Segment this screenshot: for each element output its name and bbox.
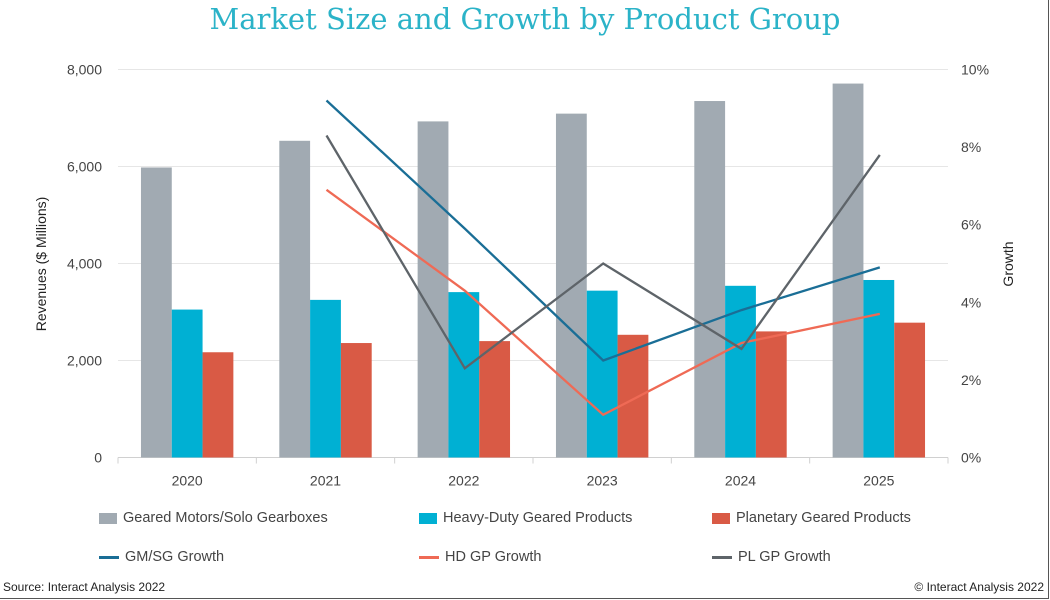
copyright-note: © Interact Analysis 2022 — [914, 580, 1044, 594]
y2-tick-label: 10% — [961, 62, 989, 78]
y2-tick-label: 2% — [961, 372, 981, 388]
y-tick-label: 4,000 — [67, 256, 102, 272]
legend-label: PL GP Growth — [738, 549, 831, 565]
x-tick-label: 2020 — [172, 473, 203, 489]
legend-item: Planetary Geared Products — [712, 510, 911, 526]
legend-label: Heavy-Duty Geared Products — [443, 510, 633, 526]
legend-item: HD GP Growth — [419, 549, 541, 565]
x-tick-label: 2023 — [587, 473, 618, 489]
bar-geared-motors-solo-gearboxes-2024 — [694, 101, 726, 458]
y2-tick-label: 4% — [961, 294, 981, 310]
legend-swatch — [712, 512, 730, 524]
x-tick-label: 2025 — [863, 473, 894, 489]
legend-swatch — [419, 512, 437, 524]
source-note: Source: Interact Analysis 2022 — [3, 580, 166, 594]
y2-tick-label: 0% — [961, 450, 981, 466]
y2-tick-label: 6% — [961, 217, 981, 233]
legend-swatch — [99, 555, 119, 559]
y-tick-label: 6,000 — [67, 159, 102, 175]
legend-item: GM/SG Growth — [99, 549, 224, 565]
bar-planetary-geared-products-2021 — [340, 343, 372, 458]
y-tick-label: 8,000 — [67, 62, 102, 78]
bar-heavy-duty-geared-products-2022 — [448, 292, 480, 458]
line-pl-gp-growth — [325, 134, 881, 370]
bar-heavy-duty-geared-products-2025 — [863, 279, 895, 458]
legend-swatch — [99, 512, 117, 524]
legend-label: Geared Motors/Solo Gearboxes — [123, 510, 328, 526]
line-gm-sg-growth — [325, 99, 881, 362]
x-tick-label: 2024 — [725, 473, 756, 489]
y2-axis-label: Growth — [1000, 241, 1016, 286]
x-tick-label: 2021 — [310, 473, 341, 489]
y-tick-label: 2,000 — [67, 353, 102, 369]
legend-label: GM/SG Growth — [125, 549, 225, 565]
chart-title: Market Size and Growth by Product Group — [209, 2, 841, 36]
legend-item: Heavy-Duty Geared Products — [419, 510, 632, 526]
bar-planetary-geared-products-2025 — [894, 322, 926, 458]
y2-tick-label: 8% — [961, 139, 981, 155]
legend-swatch — [712, 555, 732, 559]
y-tick-label: 0 — [94, 450, 102, 466]
bar-geared-motors-solo-gearboxes-2021 — [279, 140, 311, 458]
bar-heavy-duty-geared-products-2023 — [586, 290, 618, 458]
bar-planetary-geared-products-2024 — [755, 331, 787, 458]
bar-geared-motors-solo-gearboxes-2020 — [140, 167, 172, 458]
bar-planetary-geared-products-2022 — [479, 341, 511, 458]
bar-heavy-duty-geared-products-2021 — [310, 299, 341, 458]
legend-swatch — [419, 555, 439, 559]
legend-item: Geared Motors/Solo Gearboxes — [99, 510, 328, 526]
bar-geared-motors-solo-gearboxes-2025 — [832, 83, 864, 458]
legend-item: PL GP Growth — [712, 549, 831, 565]
bar-planetary-geared-products-2023 — [617, 334, 649, 458]
legend-label: Planetary Geared Products — [736, 510, 911, 526]
bar-planetary-geared-products-2020 — [202, 352, 234, 458]
line-hd-gp-growth — [325, 188, 881, 417]
bar-heavy-duty-geared-products-2020 — [171, 309, 203, 458]
y-axis-label: Revenues ($ Millions) — [33, 197, 49, 332]
x-tick-label: 2022 — [448, 473, 479, 489]
bar-geared-motors-solo-gearboxes-2022 — [417, 121, 449, 458]
bar-geared-motors-solo-gearboxes-2023 — [555, 113, 587, 458]
legend-label: HD GP Growth — [445, 549, 542, 565]
